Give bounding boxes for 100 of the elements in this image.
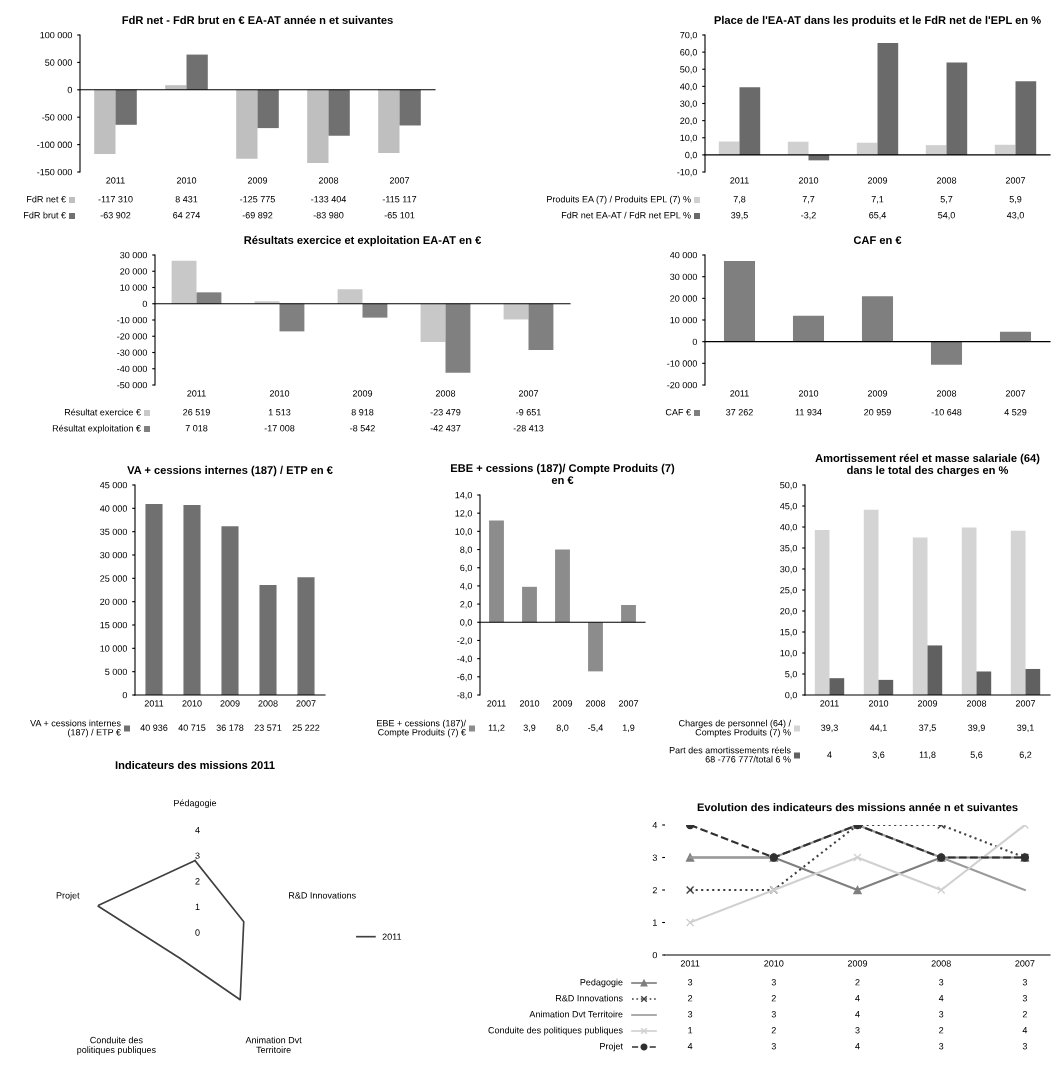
bar	[503, 303, 529, 320]
legend-label: VA + cessions internes (187) / ETP €	[30, 719, 121, 738]
y-tick-label: 10 000	[670, 316, 698, 324]
bar	[555, 549, 570, 623]
data-label: 1 513	[268, 409, 291, 416]
data-label: 25 222	[292, 724, 320, 731]
bar	[221, 526, 239, 695]
y-tick-label: 3	[652, 854, 657, 861]
data-label: 3	[771, 1043, 776, 1050]
y-tick-label: -2,0	[457, 637, 473, 645]
point	[685, 885, 695, 895]
point	[853, 885, 862, 895]
y-tick-label: 10 000	[120, 284, 148, 291]
data-label: 64 274	[173, 212, 201, 219]
data-label: 2	[771, 995, 776, 1002]
data-label: -9 651	[516, 409, 541, 416]
y-tick-label: 30 000	[670, 273, 698, 281]
y-tick-label: 20 000	[100, 598, 128, 606]
y-tick-label: 0,0	[785, 691, 798, 700]
data-label: -63 902	[100, 212, 131, 219]
spoke-label: Projet	[56, 891, 80, 901]
bar	[399, 89, 421, 126]
chart-title: EBE + cessions (187)/ Compte Produits (7) en €	[451, 463, 675, 484]
y-tick-label: 20,0	[780, 607, 798, 616]
data-label: 26 519	[183, 409, 210, 416]
data-label: 5,9	[1009, 196, 1022, 204]
data-label: -125 775	[240, 196, 275, 203]
spoke-label: Animation Dvt Territoire	[245, 1036, 302, 1053]
y-tick-label: 0	[67, 86, 73, 94]
data-label: 3	[1022, 979, 1028, 986]
legend-label: Conduite des politiques publiques	[488, 1026, 623, 1036]
bar	[861, 296, 894, 342]
x-tick-label: 2009	[352, 390, 373, 397]
y-tick-label: 6,0	[460, 564, 473, 573]
x-tick-label: 2008	[585, 700, 606, 707]
bar	[930, 341, 963, 365]
y-tick-label: 20,0	[680, 117, 698, 126]
y-tick-label: 4,0	[460, 582, 473, 591]
y-tick-label: 15 000	[100, 621, 128, 629]
data-label: 39,3	[821, 724, 838, 732]
x-tick-label: 2011	[106, 177, 125, 184]
data-label: -17 008	[264, 425, 295, 432]
bar	[863, 509, 879, 695]
y-tick-label: 0,0	[460, 619, 473, 627]
y-tick-label: 60,0	[680, 49, 698, 57]
bar	[362, 303, 388, 318]
x-tick-label: 2010	[798, 390, 819, 397]
spoke-label: R&D Innovations	[289, 891, 356, 899]
x-tick-label: 2009	[867, 390, 888, 397]
bar	[723, 260, 756, 342]
data-label: 8,0	[556, 724, 569, 732]
data-label: 54,0	[938, 212, 955, 220]
y-tick-label: 0,0	[685, 151, 698, 160]
chart-title: VA + cessions internes (187) / ETP en €	[127, 465, 333, 477]
data-label: 7,7	[802, 196, 815, 204]
bar	[621, 605, 636, 623]
data-label: -8 542	[350, 425, 375, 432]
data-label: 37,5	[919, 724, 936, 732]
data-label: 5,7	[940, 196, 953, 204]
y-tick-label: 40 000	[669, 251, 698, 259]
data-label: 39,1	[1017, 724, 1034, 732]
y-tick-label: -100 000	[37, 141, 73, 148]
point	[853, 853, 862, 862]
data-label: 4 529	[1004, 409, 1027, 416]
y-tick-label: -20 000	[117, 333, 148, 340]
y-tick-label: 1	[653, 919, 657, 926]
legend-label: FdR brut €	[24, 211, 66, 219]
y-tick-label: 5 000	[105, 668, 128, 676]
bar	[912, 537, 928, 695]
data-label: 65,4	[869, 212, 887, 220]
y-tick-label: 0	[692, 338, 698, 346]
chart-title: FdR net - FdR brut en € EA-AT année n et suivantes	[122, 15, 393, 24]
x-tick-label: 2007	[1005, 390, 1026, 397]
x-tick-label: 2009	[552, 700, 573, 707]
data-label: 3	[939, 979, 944, 986]
x-tick-label: 2008	[318, 177, 339, 184]
y-tick-label: -10 000	[117, 316, 148, 324]
x-tick-label: 2008	[931, 960, 951, 967]
data-label: 4	[855, 995, 860, 1002]
data-label: -23 479	[430, 409, 461, 416]
data-label: 4	[1022, 1027, 1028, 1034]
y-tick-label: 12,0	[455, 510, 473, 518]
legend-label: CAF €	[665, 409, 691, 416]
data-label: -115 117	[382, 196, 417, 203]
x-tick-label: 2011	[144, 700, 164, 707]
point	[937, 885, 946, 895]
x-tick-label: 2010	[868, 700, 889, 707]
y-tick-label: 45,0	[780, 502, 798, 511]
data-label: -42 437	[430, 425, 461, 432]
y-tick-label: -40 000	[117, 365, 148, 373]
legend-label: 2011	[382, 933, 402, 940]
data-label: 4	[827, 751, 832, 758]
x-tick-label: 2010	[764, 960, 784, 967]
bar	[718, 141, 740, 155]
y-tick-label: 50 000	[45, 59, 73, 66]
bar	[337, 289, 363, 304]
legend-label: R&D Innovations	[556, 994, 623, 1002]
bar	[961, 527, 977, 695]
y-tick-label: 10 000	[100, 645, 128, 652]
y-tick-label: 4	[652, 822, 658, 829]
